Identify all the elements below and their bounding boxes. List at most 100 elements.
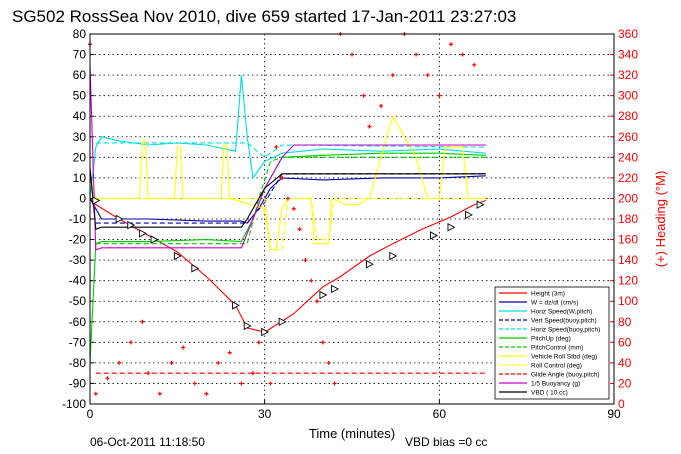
triangle-marker <box>278 317 287 327</box>
plot-frame <box>89 33 615 405</box>
right-axis-label: (+) Heading (°M) <box>653 171 668 268</box>
right-tick-label: 220 <box>618 171 638 185</box>
legend-label: Vert Speed(buoy,pitch) <box>531 317 597 324</box>
series-line <box>89 64 486 251</box>
y-tick-label: -30 <box>69 253 87 267</box>
heading-point <box>146 371 151 376</box>
heading-point <box>390 73 395 78</box>
triangle-marker <box>173 251 182 261</box>
x-axis-label: Time (minutes) <box>309 426 395 441</box>
heading-point <box>192 381 197 386</box>
heading-point <box>128 340 133 345</box>
heading-point <box>268 381 273 386</box>
right-tick-label: 360 <box>618 27 638 41</box>
right-tick-label: 320 <box>618 68 638 82</box>
heading-series <box>88 32 477 396</box>
triangle-marker <box>138 229 147 238</box>
x-tick-label: 90 <box>607 407 621 421</box>
legend-label: Vehicle Roll Stbd (deg) <box>531 353 597 360</box>
heading-point <box>297 227 302 232</box>
triangle-marker <box>232 301 241 310</box>
y-tick-label: -90 <box>69 376 87 390</box>
heading-point <box>350 52 354 57</box>
y-tick-label: 60 <box>73 68 87 82</box>
triangle-marker <box>92 196 101 205</box>
heading-point <box>169 360 174 365</box>
legend-label: Glide Angle (buoy,pitch) <box>531 371 600 378</box>
heading-point <box>157 391 162 396</box>
triangle-marker <box>319 290 328 300</box>
footer-vbd-bias: VBD bias =0 cc <box>405 435 487 449</box>
heading-point <box>140 319 145 324</box>
x-tick-label: 0 <box>87 407 94 421</box>
y-tick-label: 20 <box>73 150 87 164</box>
y-tick-label: 30 <box>73 130 87 144</box>
heading-point <box>414 52 419 57</box>
heading-point <box>239 381 244 386</box>
right-tick-label: 260 <box>618 130 638 144</box>
heading-point <box>204 391 209 396</box>
triangle-marker <box>366 259 374 269</box>
triangle-marker <box>430 231 438 240</box>
series-line <box>95 142 486 158</box>
footer-timestamp: 06-Oct-2011 11:18:50 <box>90 435 205 449</box>
heading-point <box>367 124 372 129</box>
x-tick-label: 30 <box>258 407 272 421</box>
y-tick-label: 50 <box>73 89 87 103</box>
series-line <box>89 167 486 231</box>
series-line <box>95 156 486 245</box>
triangle-marker <box>191 264 200 273</box>
heading-point <box>315 299 320 304</box>
y-tick-label: 40 <box>73 109 87 123</box>
x-tick-label: 60 <box>433 407 447 421</box>
heading-point <box>280 175 285 180</box>
triangle-marker <box>243 321 252 331</box>
right-tick-label: 60 <box>618 335 632 349</box>
right-tick-label: 300 <box>618 89 638 103</box>
heading-point <box>251 371 256 376</box>
heading-point <box>227 350 232 355</box>
y-tick-label: 80 <box>73 27 87 41</box>
chart-title: SG502 RossSea Nov 2010, dive 659 started… <box>12 7 516 26</box>
series-line <box>89 75 486 199</box>
series-line <box>95 173 486 224</box>
right-tick-label: 240 <box>618 150 638 164</box>
heading-point <box>256 340 261 345</box>
y-tick-label: -40 <box>69 274 87 288</box>
series-line <box>95 197 486 251</box>
series-layer <box>88 32 487 396</box>
y-tick-label: -100 <box>62 397 86 411</box>
heading-point <box>320 340 325 345</box>
legend-label: PitchControl (mm) <box>531 344 583 351</box>
triangle-marker <box>261 327 270 337</box>
heading-point <box>332 381 337 386</box>
triangle-marker <box>476 200 485 209</box>
heading-point <box>93 391 98 396</box>
triangle-marker <box>447 222 456 232</box>
y-tick-label: 70 <box>73 48 87 62</box>
triangle-marker <box>464 210 473 220</box>
heading-point <box>425 73 430 78</box>
right-tick-label: 140 <box>618 253 638 267</box>
y-tick-label: -10 <box>69 212 87 226</box>
right-tick-label: 200 <box>618 191 638 205</box>
heading-point <box>181 345 186 350</box>
legend-label: VBD ( 10 cc) <box>531 389 568 396</box>
heading-point <box>326 360 331 365</box>
legend-label: W = dz/dt (cm/s) <box>531 299 579 306</box>
heading-point <box>274 145 279 150</box>
heading-point <box>105 376 110 381</box>
heading-point <box>448 42 453 47</box>
heading-point <box>216 360 221 365</box>
axis-ticks: 0 30 60 90-100-90-80-70-60-50-40-30-20-1001… <box>62 27 638 421</box>
right-tick-label: 80 <box>618 315 632 329</box>
right-tick-label: 160 <box>618 233 638 247</box>
series-line <box>89 152 486 363</box>
y-tick-label: 10 <box>73 171 87 185</box>
heading-point <box>472 62 477 67</box>
legend-label: 1/5 Buoyancy (g) <box>531 380 580 387</box>
heading-point <box>117 360 122 365</box>
heading-point <box>309 278 314 283</box>
series-line <box>89 198 487 333</box>
